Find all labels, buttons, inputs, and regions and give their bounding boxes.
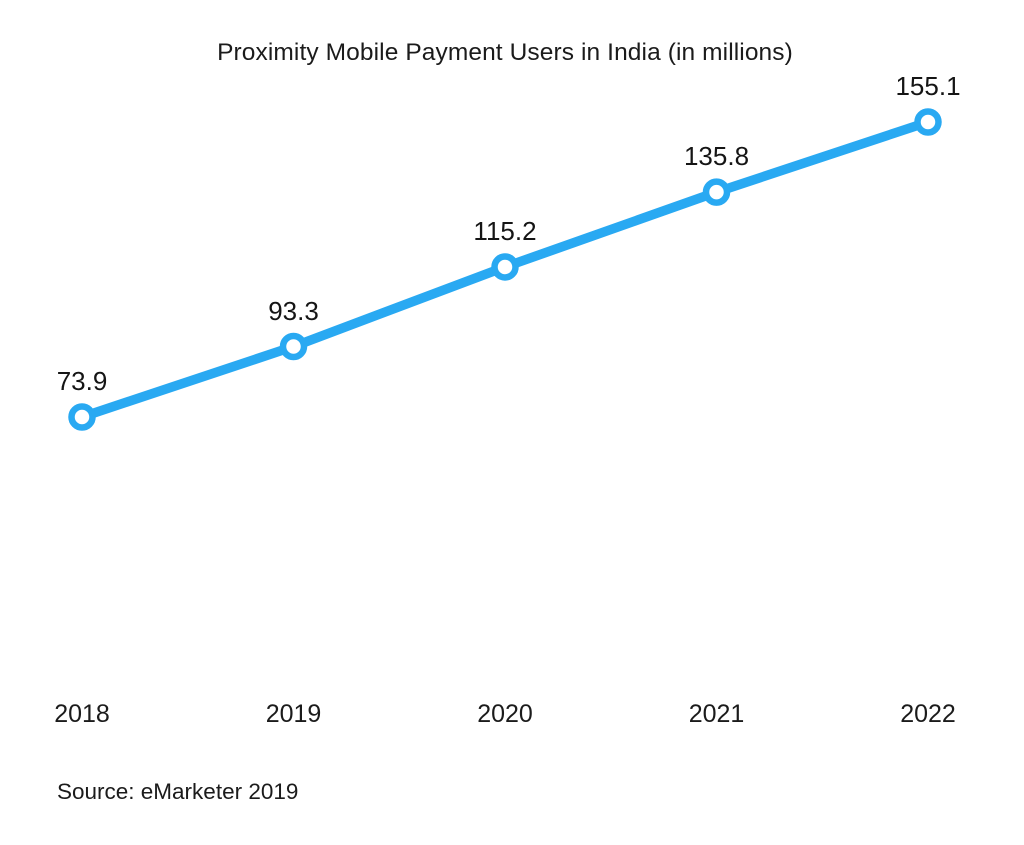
data-value-label: 115.2 [473, 216, 537, 246]
x-axis-label-2021: 2021 [688, 700, 745, 728]
data-value-label: 135.8 [683, 141, 750, 172]
x-axis-label-2020: 2020 [477, 700, 533, 728]
data-point-marker [914, 108, 942, 136]
data-point-markers [68, 108, 942, 431]
series-line [77, 117, 933, 422]
source-note: Source: eMarketer 2019 [57, 779, 299, 804]
data-point-marker [491, 253, 519, 281]
data-value-label: 155.1 [895, 71, 961, 101]
chart-title: Proximity Mobile Payment Users in India … [217, 39, 793, 66]
data-point-marker [702, 178, 731, 206]
x-axis-label-2019: 2019 [265, 700, 322, 728]
x-axis-label-2018: 2018 [54, 700, 110, 728]
data-value-label: 73.9 [56, 366, 108, 396]
data-point-marker [68, 403, 96, 431]
data-point-marker [279, 332, 308, 361]
x-axis-label-2022: 2022 [900, 700, 956, 728]
data-value-label: 93.3 [268, 295, 319, 326]
